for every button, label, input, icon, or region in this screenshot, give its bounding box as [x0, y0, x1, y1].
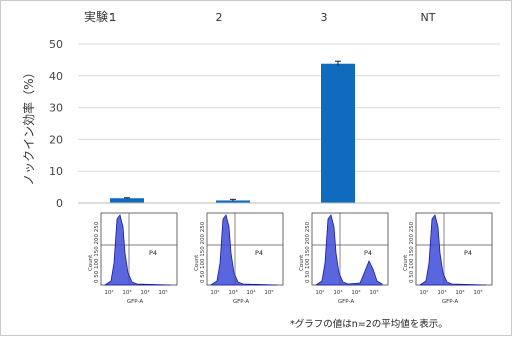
bar-2 — [216, 200, 250, 203]
y-axis-label: ノックイン効率（%） — [21, 66, 36, 185]
flow-y-ticks: 0 50 100 150 200 250 — [94, 221, 100, 283]
flow-x-tick: 10² — [419, 289, 428, 296]
flow-y-ticks: 0 50 100 150 200 250 — [305, 221, 311, 283]
y-tick-labels: 0 10 20 30 40 50 — [49, 38, 63, 210]
flow-y-axis-label: Count — [88, 254, 94, 271]
flow-x-tick: 10⁵ — [473, 289, 482, 296]
bars — [110, 63, 355, 203]
flow-x-tick: 10³ — [333, 289, 342, 296]
bar-1 — [110, 198, 144, 203]
category-label: NT — [421, 11, 436, 24]
gate-label: P4 — [149, 249, 157, 257]
flow-x-axis-label: GFP-A — [338, 299, 354, 305]
gate-label: P4 — [255, 249, 263, 257]
flow-y-axis-label: Count — [403, 254, 409, 271]
category-labels: 1 2 3 NT — [110, 11, 436, 24]
flow-panel: P4 Count 0 50 100 150 200 250 10² 10³ 10⁴ 10⁵ G… — [299, 212, 389, 305]
histogram — [418, 214, 487, 286]
category-label: 3 — [321, 11, 328, 24]
flow-panel: P4 Count 0 50 100 150 200 250 10² 10³ 10⁴ 10⁵ G… — [194, 212, 284, 305]
flow-x-tick: 10² — [210, 289, 219, 296]
histogram — [209, 214, 278, 286]
y-tick-label: 40 — [49, 70, 63, 83]
flow-x-tick: 10⁴ — [246, 289, 256, 296]
histogram — [314, 214, 383, 286]
flow-x-tick: 10³ — [228, 289, 237, 296]
flow-y-ticks: 0 50 100 150 200 250 — [200, 221, 206, 283]
y-tick-label: 10 — [49, 165, 63, 178]
experiment-header-label: 実験： — [84, 9, 120, 24]
flow-x-tick: 10⁵ — [369, 289, 378, 296]
histogram — [103, 214, 172, 286]
y-tick-label: 20 — [49, 133, 63, 146]
gate-label: P4 — [364, 249, 372, 257]
flow-y-axis-label: Count — [194, 254, 200, 271]
footnote: *グラフの値はn=2の平均値を表示。 — [290, 318, 448, 330]
flow-x-axis-label: GFP-A — [127, 299, 143, 305]
category-label: 2 — [216, 11, 223, 24]
y-tick-label: 30 — [49, 102, 63, 115]
y-tick-label: 50 — [49, 38, 63, 51]
flow-x-tick: 10³ — [437, 289, 446, 296]
flow-panel: P4 Count 0 50 100 150 200 250 10² 10³ 10⁴ 10⁵ G… — [88, 212, 178, 305]
flow-y-ticks: 0 50 100 150 200 250 — [409, 221, 415, 283]
category-label: 1 — [110, 11, 117, 24]
flow-x-axis-label: GFP-A — [233, 299, 249, 305]
flow-x-tick: 10³ — [122, 289, 131, 296]
flow-x-tick: 10⁴ — [140, 289, 150, 296]
grid-lines — [78, 43, 500, 172]
gate-label: P4 — [464, 249, 472, 257]
flow-x-axis-label: GFP-A — [442, 299, 458, 305]
flow-x-tick: 10² — [315, 289, 324, 296]
flow-x-tick: 10⁴ — [351, 289, 361, 296]
y-tick-label: 0 — [56, 197, 63, 210]
flow-x-tick: 10⁵ — [158, 289, 167, 296]
flow-x-tick: 10⁴ — [455, 289, 465, 296]
flow-y-axis-label: Count — [299, 254, 305, 271]
bar-3 — [321, 63, 355, 203]
flow-x-tick: 10⁵ — [264, 289, 273, 296]
flow-panel: P4 Count 0 50 100 150 200 250 10² 10³ 10⁴ 10⁵ G… — [403, 212, 493, 305]
flow-x-tick: 10² — [104, 289, 113, 296]
error-bars — [124, 60, 341, 202]
